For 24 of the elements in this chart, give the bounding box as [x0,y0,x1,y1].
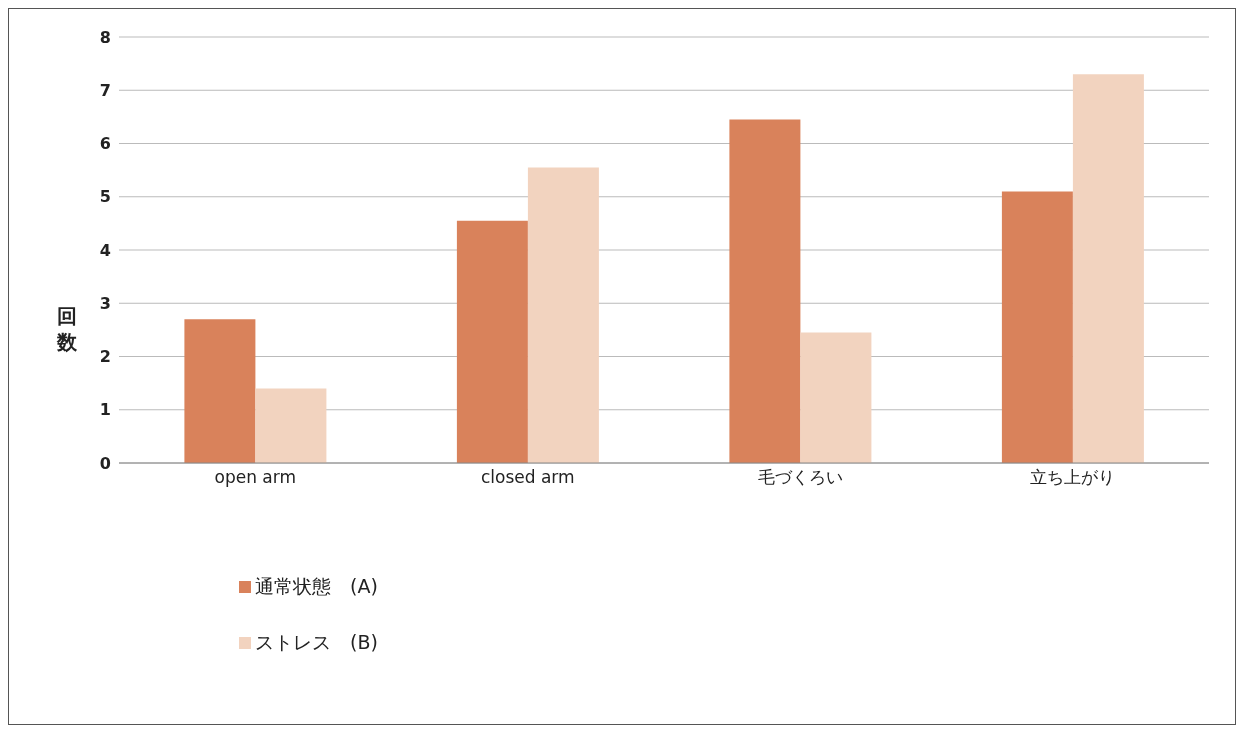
legend-label: ストレス (B) [255,630,378,655]
y-tick-label: 7 [99,80,111,100]
y-tick-label: 4 [99,240,111,260]
y-tick-label: 6 [99,134,111,154]
y-axis-title: 回数 [57,303,77,355]
bar [184,319,256,463]
bar [527,167,599,463]
y-tick-label: 2 [99,347,111,367]
bar [255,388,327,463]
y-tick-label: 8 [99,27,111,47]
bar [1072,74,1144,463]
y-tick-label: 5 [99,187,111,207]
bar [456,220,528,463]
y-tick-label: 0 [99,453,111,473]
bar [1001,191,1073,463]
x-tick-label: 毛づくろい [757,467,843,488]
legend-label: 通常状態 (A) [255,574,378,599]
x-tick-label: open arm [214,467,296,488]
x-tick-label: closed arm [480,467,575,488]
x-tick-label: 立ち上がり [1030,467,1116,488]
bar [729,119,801,463]
bar [800,332,872,463]
y-tick-label: 1 [99,400,111,420]
y-tick-label: 3 [99,293,111,313]
